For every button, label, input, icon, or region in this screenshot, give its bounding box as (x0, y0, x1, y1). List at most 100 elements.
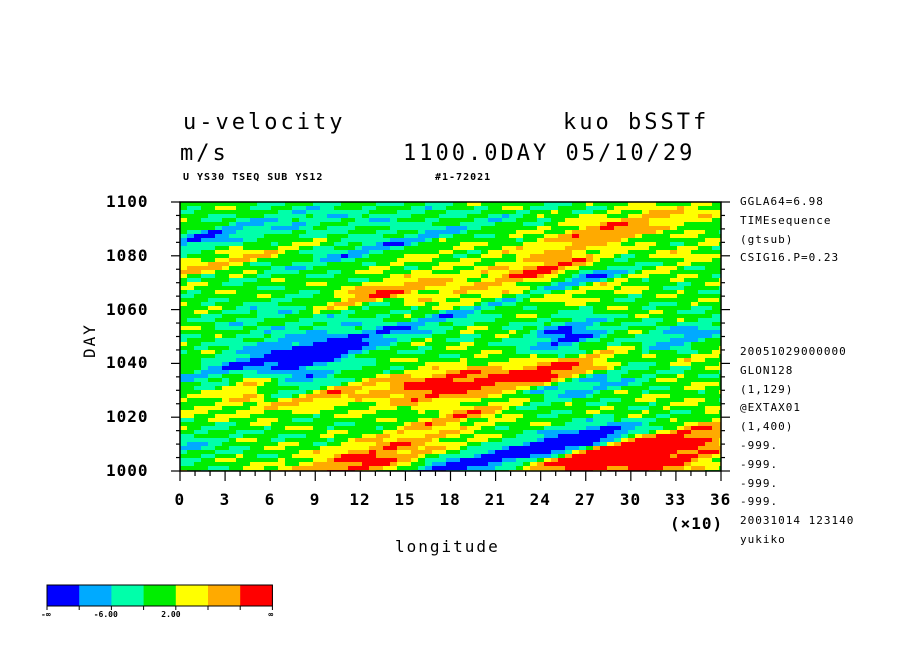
heatmap-cell (649, 334, 657, 339)
heatmap-cell (432, 378, 440, 383)
heatmap-cell (691, 310, 699, 315)
heatmap-cell (187, 454, 195, 459)
heatmap-cell (467, 310, 475, 315)
heatmap-cell (313, 282, 321, 287)
heatmap-cell (306, 206, 314, 211)
heatmap-cell (404, 454, 412, 459)
heatmap-cell (404, 398, 412, 403)
heatmap-cell (488, 270, 496, 275)
heatmap-cell (355, 210, 363, 215)
heatmap-cell (474, 406, 482, 411)
heatmap-cell (607, 234, 615, 239)
heatmap-cell (292, 270, 300, 275)
heatmap-cell (348, 398, 356, 403)
heatmap-cell (348, 202, 356, 207)
heatmap-cell (565, 382, 573, 387)
heatmap-cell (677, 366, 685, 371)
heatmap-cell (180, 370, 188, 375)
heatmap-cell (299, 286, 307, 291)
heatmap-cell (565, 270, 573, 275)
heatmap-cell (677, 246, 685, 251)
heatmap-cell (404, 266, 412, 271)
heatmap-cell (285, 358, 293, 363)
heatmap-cell (404, 366, 412, 371)
heatmap-cell (635, 426, 643, 431)
heatmap-cell (334, 218, 342, 223)
heatmap-cell (453, 298, 461, 303)
heatmap-cell (250, 302, 258, 307)
heatmap-cell (474, 358, 482, 363)
heatmap-cell (712, 370, 720, 375)
heatmap-cell (229, 246, 237, 251)
heatmap-cell (488, 438, 496, 443)
heatmap-cell (348, 222, 356, 227)
heatmap-cell (348, 282, 356, 287)
heatmap-cell (495, 406, 503, 411)
heatmap-cell (495, 358, 503, 363)
heatmap-cell (236, 426, 244, 431)
heatmap-cell (334, 442, 342, 447)
heatmap-cell (565, 378, 573, 383)
heatmap-cell (383, 426, 391, 431)
heatmap-cell (474, 354, 482, 359)
heatmap-cell (523, 274, 531, 279)
heatmap-cell (383, 434, 391, 439)
heatmap-cell (551, 246, 559, 251)
heatmap-cell (439, 318, 447, 323)
heatmap-cell (586, 210, 594, 215)
heatmap-cell (404, 434, 412, 439)
heatmap-cell (341, 214, 349, 219)
heatmap-cell (530, 270, 538, 275)
heatmap-cell (516, 286, 524, 291)
heatmap-cell (502, 238, 510, 243)
heatmap-cell (579, 414, 587, 419)
heatmap-cell (495, 370, 503, 375)
heatmap-cell (579, 254, 587, 259)
heatmap-cell (341, 314, 349, 319)
heatmap-cell (404, 322, 412, 327)
heatmap-cell (691, 366, 699, 371)
heatmap-cell (600, 298, 608, 303)
heatmap-cell (271, 446, 279, 451)
heatmap-cell (348, 402, 356, 407)
heatmap-cell (523, 326, 531, 331)
heatmap-cell (684, 262, 692, 267)
heatmap-cell (264, 330, 272, 335)
heatmap-cell (215, 250, 223, 255)
heatmap-cell (334, 426, 342, 431)
heatmap-cell (705, 450, 713, 455)
heatmap-cell (236, 214, 244, 219)
heatmap-cell (362, 366, 370, 371)
heatmap-cell (488, 202, 496, 207)
heatmap-cell (642, 370, 650, 375)
heatmap-cell (642, 442, 650, 447)
heatmap-cell (355, 234, 363, 239)
heatmap-cell (558, 310, 566, 315)
heatmap-cell (600, 286, 608, 291)
heatmap-cell (635, 242, 643, 247)
heatmap-cell (285, 218, 293, 223)
heatmap-cell (264, 242, 272, 247)
heatmap-cell (621, 402, 629, 407)
heatmap-cell (558, 370, 566, 375)
heatmap-cell (572, 438, 580, 443)
heatmap-cell (621, 310, 629, 315)
heatmap-cell (656, 410, 664, 415)
heatmap-cell (544, 286, 552, 291)
heatmap-cell (285, 410, 293, 415)
heatmap-cell (390, 350, 398, 355)
heatmap-cell (439, 426, 447, 431)
heatmap-cell (502, 442, 510, 447)
heatmap-cell (614, 406, 622, 411)
heatmap-cell (628, 446, 636, 451)
heatmap-cell (201, 294, 209, 299)
heatmap-cell (236, 390, 244, 395)
heatmap-cell (649, 230, 657, 235)
heatmap-cell (460, 234, 468, 239)
heatmap-cell (642, 378, 650, 383)
heatmap-cell (586, 214, 594, 219)
heatmap-cell (425, 446, 433, 451)
heatmap-cell (544, 222, 552, 227)
heatmap-cell (250, 350, 258, 355)
heatmap-cell (656, 294, 664, 299)
